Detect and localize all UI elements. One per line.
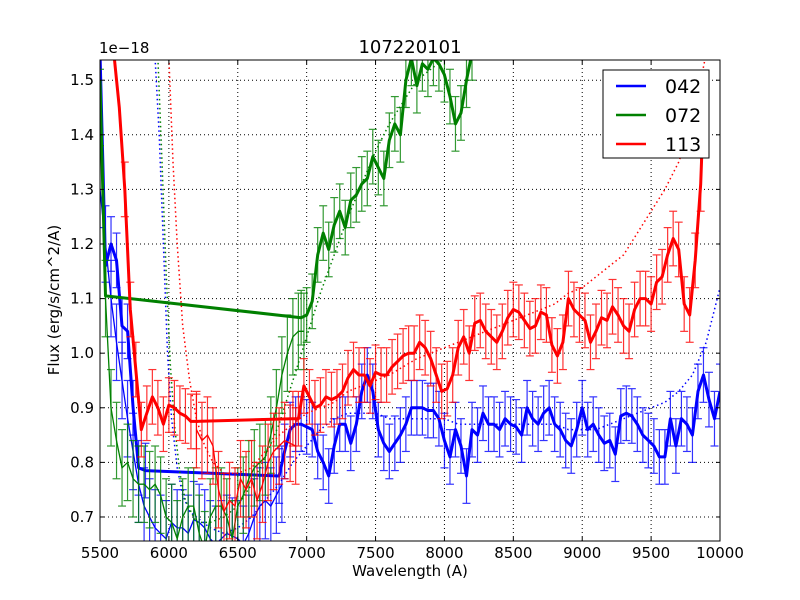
- y-tick-label: 1.5: [70, 71, 94, 89]
- y-tick-label: 1.0: [70, 344, 94, 362]
- y-tick-label: 1.3: [70, 180, 94, 198]
- x-tick-label: 9000: [563, 544, 601, 562]
- x-tick-labels: 5500 6000 6500 7000 7500 8000 8500 9000 9500 1000…: [81, 544, 744, 562]
- x-tick-label: 6500: [219, 544, 257, 562]
- x-tick-label: 8000: [425, 544, 463, 562]
- y-tick-label: 1.2: [70, 235, 94, 253]
- thick-line-072: [100, 60, 473, 320]
- thick-line-113: [113, 60, 705, 432]
- chart-title: 107220101: [358, 37, 461, 58]
- data-series: [100, 60, 720, 541]
- thin-line-072: [100, 107, 304, 541]
- x-tick-label: 7500: [356, 544, 394, 562]
- x-tick-label: 8500: [494, 544, 532, 562]
- y-offset-label: 1e−18: [99, 39, 149, 57]
- legend: 042 072 113: [602, 69, 710, 159]
- y-tick-label: 0.8: [70, 453, 94, 471]
- y-axis-label: Flux (erg/s/cm^2/A): [45, 225, 63, 376]
- x-tick-label: 6000: [150, 544, 188, 562]
- x-tick-label: 10000: [696, 544, 744, 562]
- thin-line-113: [195, 429, 296, 514]
- x-tick-label: 5500: [81, 544, 119, 562]
- model-curve-042: [154, 60, 720, 535]
- y-tick-label: 0.7: [70, 508, 94, 526]
- y-tick-label: 1.4: [70, 126, 94, 144]
- x-tick-label: 7000: [288, 544, 326, 562]
- plot-frame: [99, 59, 721, 542]
- x-tick-label: 9500: [632, 544, 670, 562]
- y-tick-labels: 0.7 0.8 0.9 1.0 1.1 1.2 1.3 1.4 1.5: [70, 71, 94, 526]
- legend-label-072: 072: [665, 105, 701, 127]
- y-tick-label: 0.9: [70, 399, 94, 417]
- thick-line-042: [100, 60, 720, 478]
- axis-ticks: [99, 60, 721, 541]
- series-113: [113, 60, 708, 541]
- x-axis-label: Wavelength (A): [352, 562, 468, 580]
- legend-label-042: 042: [665, 76, 701, 98]
- y-tick-label: 1.1: [70, 290, 94, 308]
- legend-label-113: 113: [665, 134, 701, 156]
